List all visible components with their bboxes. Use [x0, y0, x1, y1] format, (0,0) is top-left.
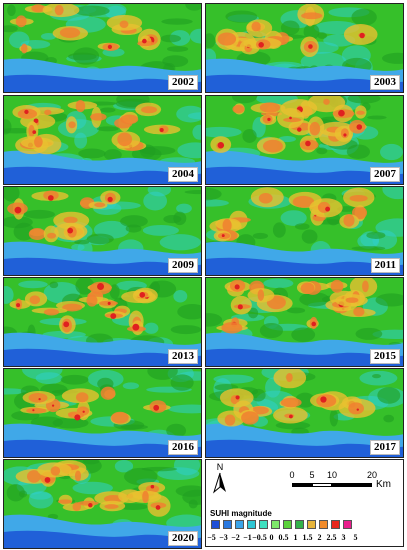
year-label: 2002: [168, 75, 198, 90]
legend-tick-label: 0: [269, 533, 274, 542]
legend-tick-label: −1: [243, 533, 252, 542]
year-label: 2003: [370, 75, 400, 90]
north-arrow-icon: [213, 472, 226, 494]
scale-label-10: 10: [326, 470, 338, 480]
legend-swatch: [343, 520, 352, 529]
north-label: N: [216, 462, 224, 472]
year-label: 2011: [370, 258, 400, 273]
legend-title: SUHI magnitude: [210, 509, 272, 518]
legend-swatch: [211, 520, 220, 529]
legend-tick-label: 3: [341, 533, 346, 542]
scale-bar: 0 5 10 20 Km: [289, 470, 391, 496]
year-label: 2016: [168, 440, 198, 455]
year-label: 2013: [168, 349, 198, 364]
legend-tick-label: 2.5: [326, 533, 337, 542]
suhi-map-panel: 2009: [3, 186, 202, 276]
legend-tick-label: −2: [231, 533, 240, 542]
legend-tick-label: 0.5: [278, 533, 289, 542]
scale-label-5: 5: [309, 470, 315, 480]
legend-swatches: [211, 520, 352, 530]
suhi-map-panel: 2003: [205, 3, 404, 93]
legend-swatch: [307, 520, 316, 529]
suhi-map-panel: 2013: [3, 277, 202, 367]
legend-swatch: [319, 520, 328, 529]
legend-swatch: [247, 520, 256, 529]
year-label: 2015: [370, 349, 400, 364]
legend-tick-label: −0.5: [252, 533, 267, 542]
suhi-map-image: [206, 369, 403, 457]
legend-swatch: [295, 520, 304, 529]
year-label: 2004: [168, 167, 198, 182]
year-label: 2020: [168, 531, 198, 546]
suhi-map-panel: 2004: [3, 95, 202, 185]
legend-swatch: [283, 520, 292, 529]
suhi-map-panel: 2002: [3, 3, 202, 93]
legend-swatch: [331, 520, 340, 529]
suhi-map-panel: 2011: [205, 186, 404, 276]
suhi-map-image: [206, 187, 403, 275]
scale-unit: Km: [376, 479, 391, 490]
scale-label-20: 20: [366, 470, 378, 480]
legend-tick-label: 2: [317, 533, 322, 542]
legend-swatch: [235, 520, 244, 529]
scale-segment-3: [332, 483, 372, 487]
legend-tick-label: 1.5: [302, 533, 313, 542]
suhi-map-panel: 2007: [205, 95, 404, 185]
scale-label-0: 0: [289, 470, 295, 480]
legend-box: N 0 5 10 20 Km SUHI magnitude −5 −3 −2 −1 −0…: [205, 459, 404, 547]
north-arrow: N: [212, 462, 228, 494]
year-label: 2009: [168, 258, 198, 273]
scale-segment-2: [312, 483, 332, 487]
legend-swatch: [271, 520, 280, 529]
suhi-map-panel: 2015: [205, 277, 404, 367]
legend-ticks: −5 −3 −2 −1 −0.5 0 0.5 1 1.5 2 2.5 3 5: [207, 533, 403, 545]
suhi-map-panel: 2020: [3, 459, 202, 549]
legend-tick-label: 5: [353, 533, 358, 542]
suhi-map-panel: 2016: [3, 368, 202, 458]
suhi-map-image: [206, 96, 403, 184]
suhi-map-panel: 2017: [205, 368, 404, 458]
legend-tick-label: −3: [219, 533, 228, 542]
scale-segment-1: [292, 483, 312, 487]
legend-tick-label: 1: [293, 533, 298, 542]
legend-swatch: [223, 520, 232, 529]
legend-tick-label: −5: [207, 533, 216, 542]
legend-swatch: [259, 520, 268, 529]
year-label: 2017: [370, 440, 400, 455]
year-label: 2007: [370, 167, 400, 182]
